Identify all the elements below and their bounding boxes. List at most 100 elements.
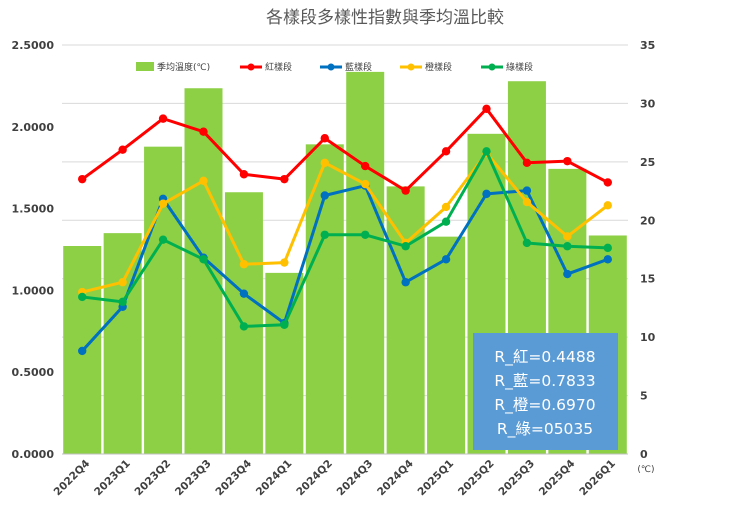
legend-item: 橙樣段 <box>400 61 452 73</box>
series-point <box>280 258 289 267</box>
legend-item: 紅樣段 <box>240 61 292 73</box>
series-point <box>522 158 532 167</box>
y-left-tick-label: 0.0000 <box>12 448 55 461</box>
legend-label: 綠樣段 <box>506 61 533 73</box>
y-right-unit: (℃) <box>637 465 654 475</box>
legend-item: 藍樣段 <box>320 61 372 73</box>
temperature-bar <box>346 71 385 455</box>
diversity-lines <box>78 104 612 356</box>
correlation-box-bg <box>473 333 618 450</box>
temperature-bar <box>427 236 466 454</box>
series-point <box>603 243 612 253</box>
temperature-bar <box>144 146 183 454</box>
y-right-tick-label: 25 <box>640 156 655 169</box>
series-point <box>320 230 329 239</box>
series-point <box>361 161 370 171</box>
y-right-tick-label: 35 <box>640 39 655 52</box>
chart-title: 各樣段多樣性指數與季均溫比較 <box>266 8 504 28</box>
series-point <box>401 242 410 251</box>
x-tick-label: 2022Q4 <box>52 458 93 499</box>
series-point <box>199 255 208 264</box>
series-point <box>603 201 612 210</box>
series-point <box>78 174 87 184</box>
y-left-tick-label: 1.5000 <box>12 203 55 216</box>
series-point <box>320 134 329 143</box>
temperature-bar <box>386 186 425 454</box>
series-point <box>563 242 572 251</box>
series-point <box>118 278 127 287</box>
series-point <box>78 346 87 356</box>
series-point <box>563 156 572 166</box>
series-point <box>563 232 572 241</box>
series-point <box>401 278 410 287</box>
correlation-value: R_綠=05035 <box>497 420 593 439</box>
series-point <box>482 189 491 199</box>
series-point <box>158 235 168 244</box>
y-left-tick-label: 2.0000 <box>12 121 55 134</box>
x-tick-label: 2023Q2 <box>133 458 174 499</box>
x-tick-label: 2023Q4 <box>213 458 254 499</box>
temperature-bar <box>184 88 223 454</box>
series-point <box>239 260 249 269</box>
series-point <box>118 297 127 307</box>
series-point <box>482 147 491 156</box>
series-point <box>522 197 532 207</box>
x-tick-label: 2025Q1 <box>416 458 457 499</box>
series-point <box>482 104 491 114</box>
legend-label: 藍樣段 <box>345 61 372 73</box>
y-right-tick-label: 0 <box>640 448 648 461</box>
series-point <box>361 179 370 189</box>
x-tick-label: 2023Q3 <box>173 458 214 499</box>
series-point <box>280 320 289 329</box>
correlation-value: R_藍=0.7833 <box>494 372 595 391</box>
series-point <box>441 255 451 264</box>
series-line <box>81 107 609 193</box>
x-tick-label: 2024Q1 <box>254 458 295 499</box>
legend-label: 季均溫度(℃) <box>157 61 210 73</box>
series-point <box>441 147 451 156</box>
series-point <box>401 186 410 195</box>
series-point <box>603 255 612 264</box>
series-point <box>563 269 572 279</box>
x-tick-label: 2024Q3 <box>335 458 376 499</box>
legend-label: 橙樣段 <box>425 61 452 73</box>
series-point <box>199 127 208 136</box>
series-point <box>239 170 249 179</box>
series-line <box>81 184 609 352</box>
series-point <box>118 145 127 154</box>
series-point <box>441 202 451 212</box>
correlation-box: R_紅=0.4488 R_藍=0.7833 R_橙=0.6970 R_綠=05035 <box>473 333 618 450</box>
legend-swatch-marker <box>327 63 335 71</box>
series-point <box>158 199 168 208</box>
correlation-value: R_紅=0.4488 <box>494 348 595 367</box>
series-point <box>522 238 532 248</box>
series-point <box>522 186 532 195</box>
y-left-tick-label: 0.5000 <box>12 366 55 379</box>
series-point <box>239 322 249 331</box>
series-line <box>81 151 609 294</box>
series-point <box>320 191 329 200</box>
x-tick-label: 2024Q4 <box>375 458 416 499</box>
x-tick-label: 2023Q1 <box>92 458 133 499</box>
x-tick-label: 2025Q2 <box>456 458 497 499</box>
y-left-tick-label: 1.0000 <box>12 284 55 297</box>
series-point <box>441 217 451 226</box>
temperature-bar <box>265 272 304 454</box>
y-right-tick-label: 20 <box>640 214 656 227</box>
legend-swatch-marker <box>488 63 496 71</box>
series-point <box>158 114 168 123</box>
series-point <box>199 176 208 185</box>
series-point <box>239 289 249 298</box>
x-tick-label: 2025Q3 <box>496 458 537 499</box>
legend-item: 綠樣段 <box>481 61 533 73</box>
x-tick-label: 2024Q2 <box>294 458 335 499</box>
legend-swatch-marker <box>247 63 255 71</box>
legend-swatch-marker <box>407 63 415 71</box>
x-tick-label: 2026Q1 <box>577 458 618 499</box>
legend-swatch <box>136 62 154 71</box>
y-left-tick-label: 2.5000 <box>12 39 55 52</box>
legend-item: 季均溫度(℃) <box>136 61 210 73</box>
y-right-tick-label: 15 <box>640 273 655 286</box>
y-right-tick-label: 30 <box>640 97 656 110</box>
